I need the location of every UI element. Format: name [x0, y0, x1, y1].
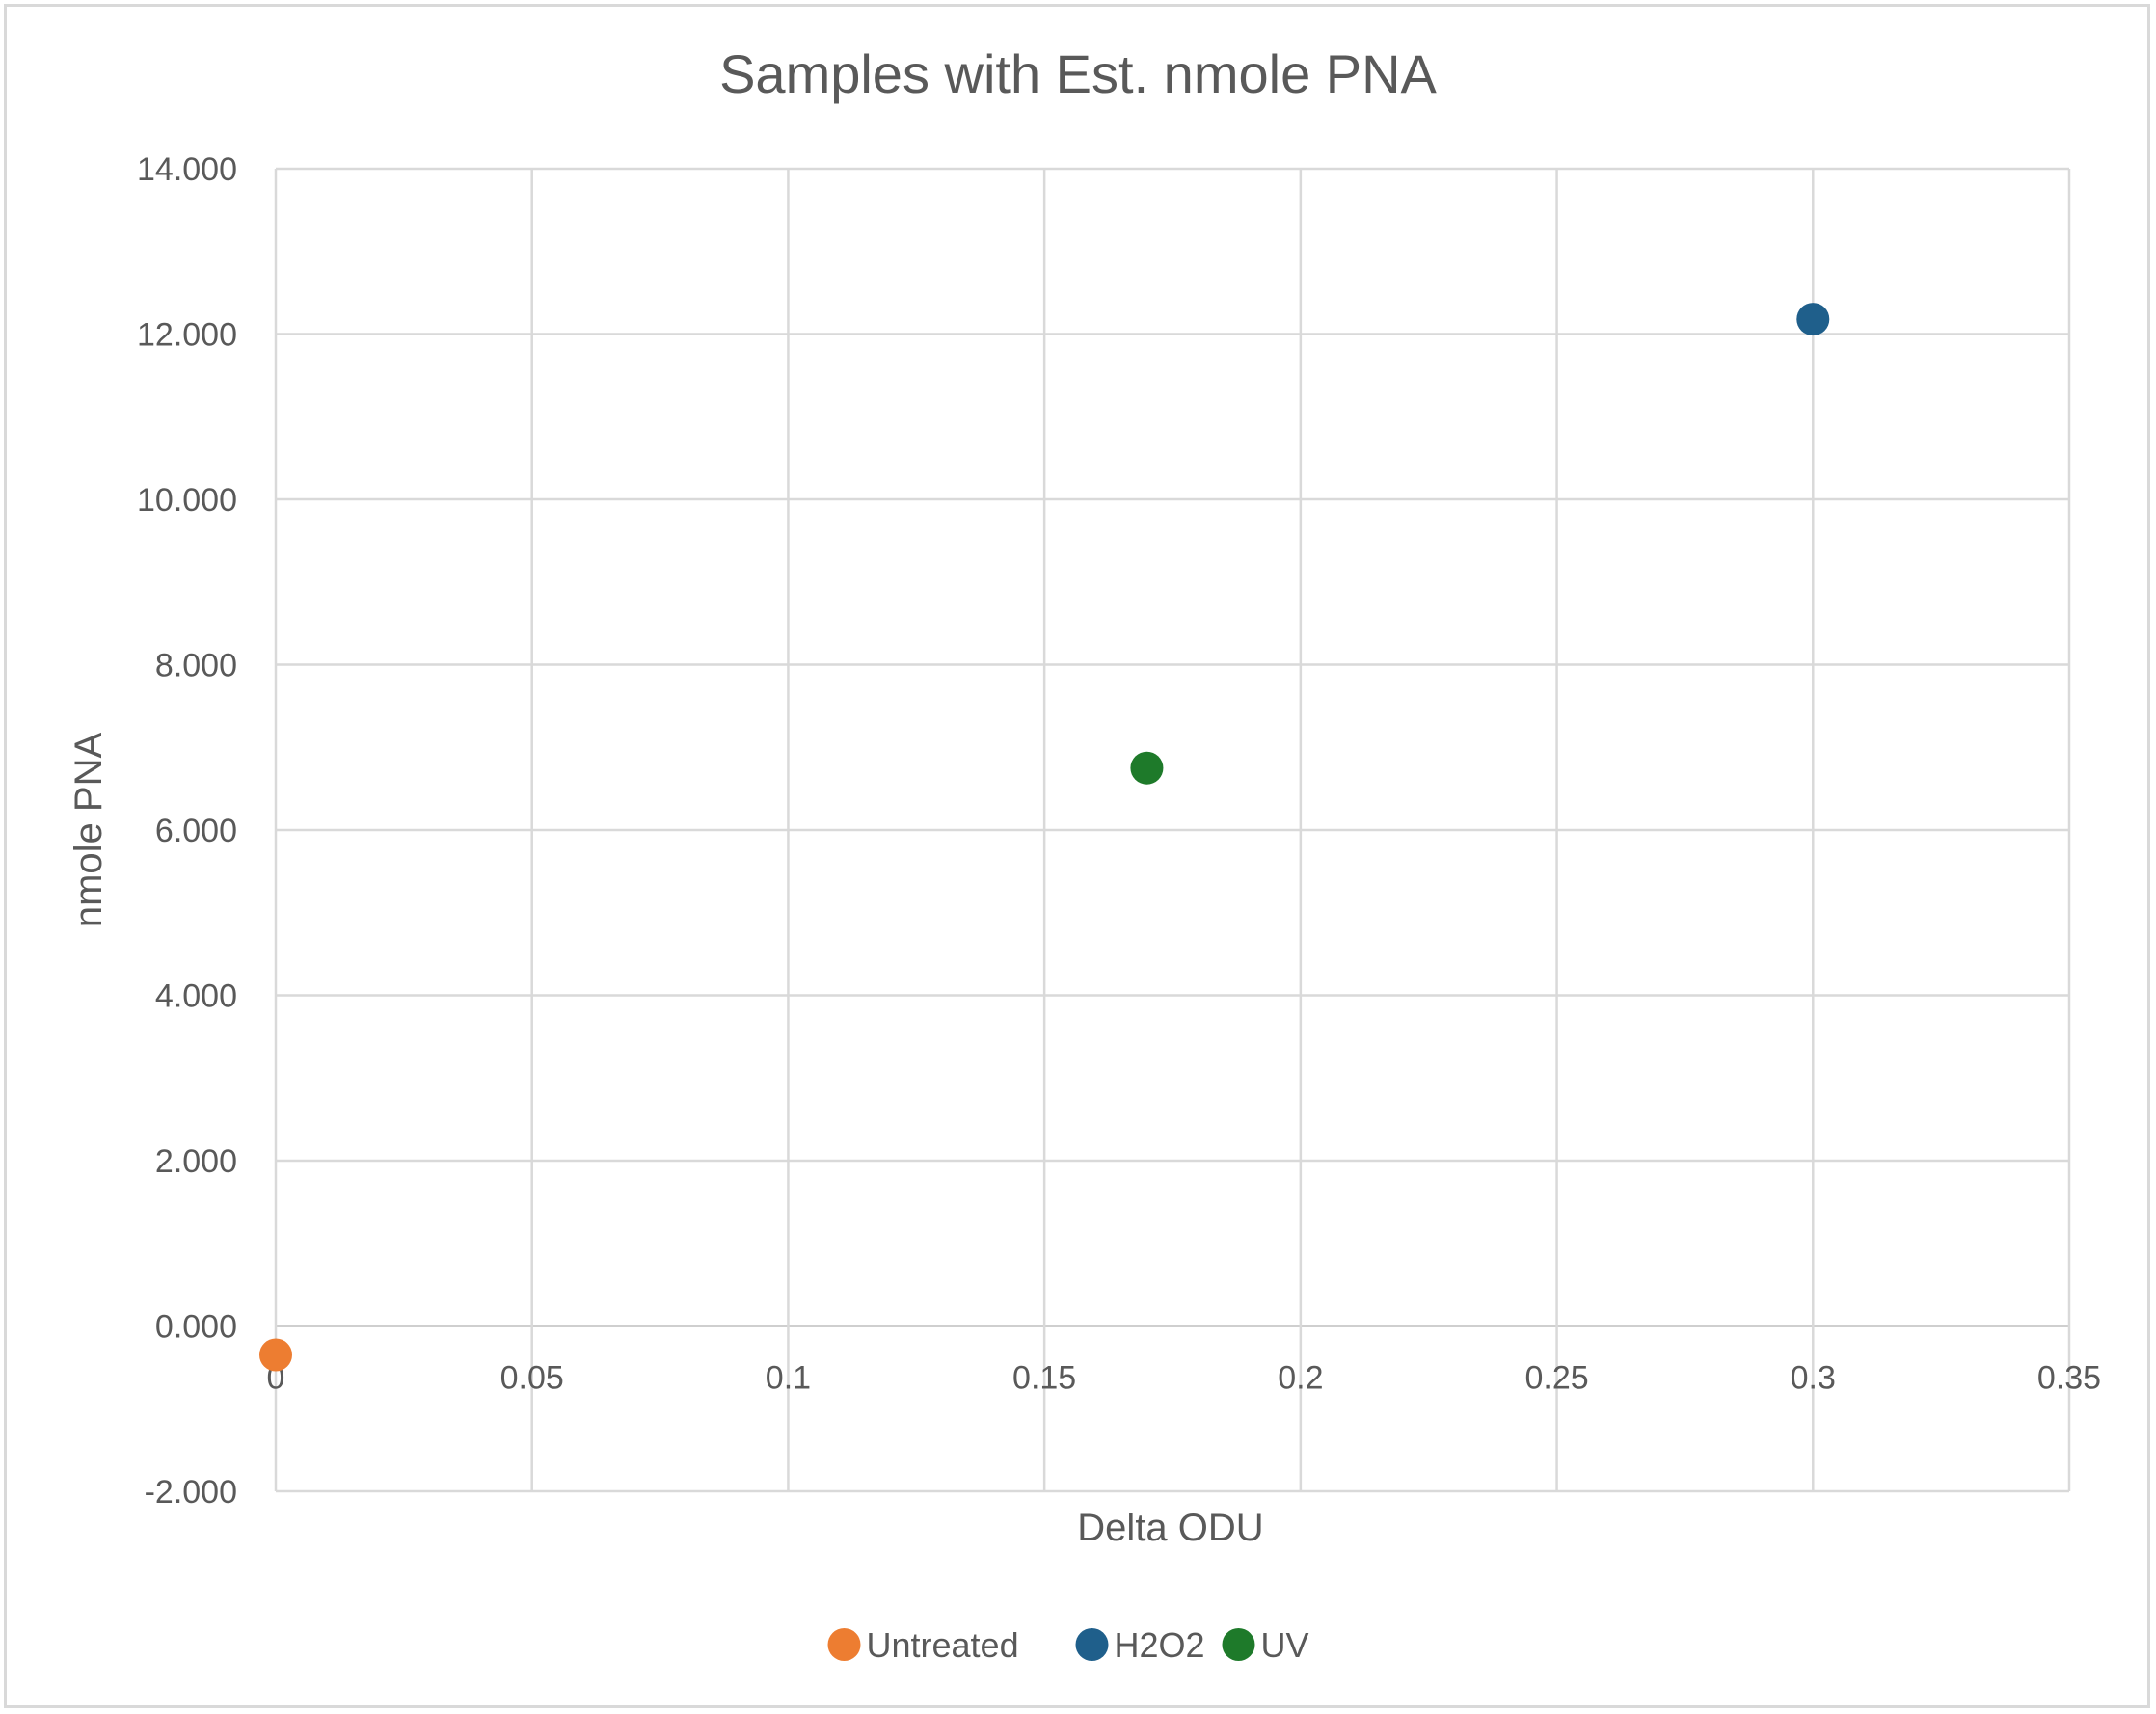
- legend-marker-uv: [1222, 1628, 1255, 1661]
- x-axis-title: Delta ODU: [1077, 1507, 1263, 1549]
- y-tick-label: 8.000: [155, 648, 237, 684]
- legend-label-untreated: Untreated: [867, 1625, 1019, 1665]
- legend-marker-untreated: [827, 1628, 861, 1661]
- legend-marker-h2o2: [1075, 1628, 1109, 1661]
- gridlines: [274, 167, 2071, 1493]
- y-tick-label: 4.000: [155, 978, 237, 1015]
- x-tick-label: 0.15: [1012, 1360, 1076, 1397]
- y-tick-label: -2.000: [145, 1474, 237, 1511]
- y-tick-label: 10.000: [137, 482, 237, 519]
- data-points: [259, 303, 1830, 1372]
- y-tick-label: 2.000: [155, 1143, 237, 1180]
- x-tick-label: 0.35: [2037, 1360, 2101, 1397]
- tick-labels: -2.000 0.000 2.000 4.000 6.000 8.000 10.000 12.…: [137, 151, 2101, 1511]
- chart-area: [4, 4, 2150, 1708]
- x-tick-label: 0.2: [1278, 1360, 1323, 1397]
- x-tick-label: 0.05: [500, 1360, 564, 1397]
- data-point-h2o2: [1796, 303, 1830, 336]
- x-tick-label: 0.25: [1524, 1360, 1588, 1397]
- chart-title: Samples with Est. nmole PNA: [719, 43, 1437, 104]
- legend-label-uv: UV: [1261, 1625, 1309, 1665]
- data-point-untreated: [259, 1338, 292, 1372]
- y-axis-title: nmole PNA: [67, 733, 110, 928]
- x-tick-label: 0.1: [766, 1360, 811, 1397]
- y-tick-label: 12.000: [137, 317, 237, 354]
- y-tick-label: 6.000: [155, 813, 237, 849]
- data-point-uv: [1130, 751, 1164, 785]
- legend-label-h2o2: H2O2: [1115, 1625, 1205, 1665]
- y-tick-label: 14.000: [137, 151, 237, 188]
- legend: Untreated H2O2 UV: [827, 1625, 1309, 1665]
- y-tick-label: 0.000: [155, 1309, 237, 1346]
- x-tick-label: 0.3: [1791, 1360, 1836, 1397]
